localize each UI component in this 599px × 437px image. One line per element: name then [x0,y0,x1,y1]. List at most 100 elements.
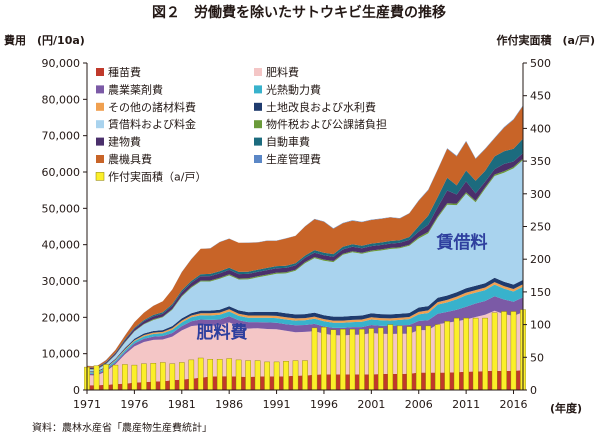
y-right-tick-label: 500 [530,57,551,70]
y-right-tick-label: 200 [530,253,551,266]
bar-2009 [444,321,451,391]
legend-label: 光熱動力費 [266,82,321,96]
bar-1978 [150,363,157,391]
y-right-tick-label: 250 [530,221,551,234]
bar-2001 [368,328,375,391]
legend-label: 賃借料および料金 [108,117,196,131]
annotation-fertilizer: 肥料費 [197,322,248,343]
legend-swatch [254,102,262,111]
legend-swatch [96,102,104,111]
annotation-rent: 賃借料 [436,232,488,253]
legend-swatch [96,137,104,146]
legend-swatch [95,172,105,181]
legend-swatch [254,120,262,129]
bar-1982 [188,359,195,391]
bar-1993 [292,360,299,391]
legend-label: 土地改良および水利費 [266,100,376,114]
x-tick-label: 1996 [310,398,338,411]
bar-2002 [378,327,384,391]
bar-1985 [216,359,223,391]
legend-swatch [96,155,104,163]
x-tick-label: 2006 [405,398,433,411]
x-tick-label: 2011 [452,398,480,411]
x-tick-label: 2016 [500,398,528,411]
x-tick-label: 2001 [357,398,385,411]
plot-area: 0 10,000 20,000 30,000 40,000 50,000 60,000 70,… [42,57,552,411]
y-left-tick-label: 90,000 [42,57,81,70]
bar-1998 [340,329,346,391]
y-left-tick-label: 20,000 [42,311,81,324]
legend-label: 農業薬剤費 [108,82,163,96]
x-tick-label: 1971 [73,398,101,411]
bar-1991 [273,361,280,391]
y-right-tick-label: 0 [530,384,537,397]
x-tick-label: 1986 [215,398,243,411]
bar-1981 [178,362,185,391]
area-series-4 [87,282,523,373]
bar-2015 [501,311,507,391]
bar-2013 [482,317,488,391]
bar-1990 [264,361,270,391]
bar-2008 [434,324,441,391]
bar-2000 [359,329,365,391]
y-right-tick-label: 350 [530,155,551,168]
legend-label: 自動車費 [266,135,310,149]
bar-1997 [330,329,337,391]
legend-swatch [96,68,104,76]
bar-1999 [349,329,356,391]
y-left-tick-label: 0 [73,384,80,397]
bar-2006 [415,325,422,391]
bar-1979 [159,362,166,391]
legend-label: 物件税および公課諸負担 [266,117,387,131]
x-tick-label: 1981 [168,398,196,411]
legend-swatch [254,155,262,163]
bar-1996 [321,327,327,391]
y-left-axis-label: 費用 (円/10a) [3,33,85,47]
legend-swatch [254,137,262,146]
y-left-tick-label: 50,000 [42,202,81,215]
area-series-5 [87,277,523,373]
area-series-10 [87,105,523,368]
legend-label: 作付実面積（a/戸） [108,169,206,183]
bar-2004 [397,325,403,391]
bar-2016 [510,311,517,391]
bar-1976 [131,364,138,391]
legend-label: 建物費 [108,135,141,149]
legend-label: 生産管理費 [266,152,321,166]
bar-1984 [207,359,214,391]
area-series-3 [87,284,523,374]
y-left-tick-label: 70,000 [42,130,81,143]
bar-1995 [311,327,318,391]
x-tick-label: 1976 [120,398,148,411]
legend-label: 農機具費 [108,152,152,166]
bar-1974 [112,364,119,391]
y-right-tick-label: 100 [530,319,551,332]
x-axis-unit-label: (年度) [550,401,582,415]
y-right-tick-label: 300 [530,188,551,201]
bar-1980 [169,363,176,391]
y-left-tick-label: 80,000 [42,93,81,106]
legend-label: 種苗費 [108,65,141,79]
bar-2007 [425,325,432,391]
y-right-tick-label: 50 [530,351,544,364]
bar-1977 [141,363,147,391]
legend-label: 肥料費 [266,65,299,79]
bar-1994 [302,360,308,391]
source-note: 資料：農林水産省「農産物生産費統計」 [32,421,212,434]
bar-1983 [197,357,204,391]
bar-1973 [103,364,109,391]
bar-2005 [406,326,413,391]
legend-label: その他の諸材料費 [108,100,196,114]
legend-swatch [254,68,262,76]
area-series-1 [87,310,523,386]
x-tick-label: 1991 [263,398,291,411]
legend-swatch [96,85,104,94]
bar-2010 [453,317,460,391]
y-left-tick-label: 40,000 [42,239,81,252]
y-right-tick-label: 450 [530,90,551,103]
legend-swatch [254,85,262,94]
y-left-tick-label: 60,000 [42,166,81,179]
bar-1987 [235,359,242,391]
bar-1986 [226,358,233,391]
bar-2011 [463,317,469,391]
